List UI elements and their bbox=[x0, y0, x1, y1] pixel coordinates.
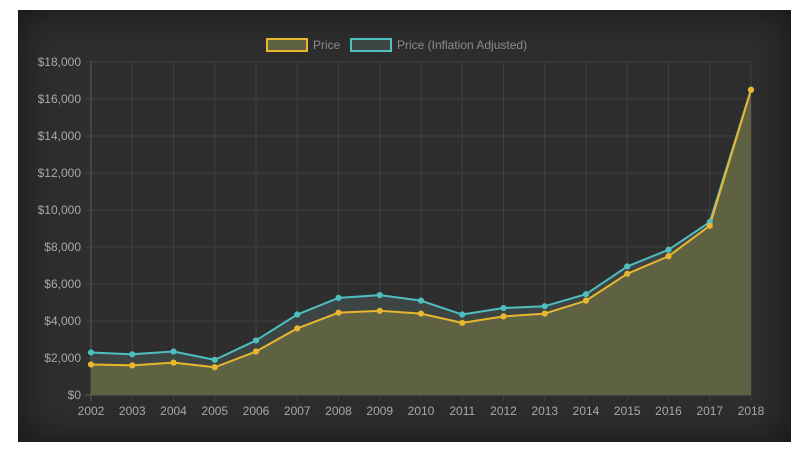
x-tick-label: 2010 bbox=[408, 404, 435, 418]
legend-label: Price (Inflation Adjusted) bbox=[397, 38, 527, 52]
point-inflation-adjusted[interactable] bbox=[170, 348, 177, 355]
x-tick-label: 2011 bbox=[449, 404, 475, 418]
point-inflation-adjusted[interactable] bbox=[417, 297, 425, 304]
point-inflation-adjusted[interactable] bbox=[541, 303, 548, 310]
y-tick-label: $18,000 bbox=[38, 55, 82, 69]
chart-panel: $0 $2,000 $4,000 $6,000 $8,000 $10,000 $12,000… bbox=[18, 10, 791, 442]
y-tick-label: $12,000 bbox=[38, 166, 82, 180]
point-price[interactable] bbox=[211, 364, 218, 371]
y-tick-label: $10,000 bbox=[38, 203, 82, 217]
legend-swatch bbox=[350, 38, 392, 52]
x-tick-label: 2003 bbox=[119, 404, 146, 418]
point-price[interactable] bbox=[417, 310, 425, 317]
series-points bbox=[87, 86, 755, 371]
x-tick-label: 2014 bbox=[573, 404, 600, 418]
point-price[interactable] bbox=[170, 359, 177, 366]
point-price[interactable] bbox=[87, 361, 95, 368]
point-price[interactable] bbox=[500, 313, 507, 320]
x-tick-label: 2004 bbox=[160, 404, 187, 418]
legend-swatch bbox=[266, 38, 308, 52]
legend-item-inflation-adjusted[interactable]: Price (Inflation Adjusted) bbox=[350, 38, 527, 52]
point-price[interactable] bbox=[294, 325, 301, 332]
point-price[interactable] bbox=[624, 270, 631, 277]
point-price[interactable] bbox=[129, 362, 136, 369]
legend-item-price[interactable]: Price bbox=[266, 38, 341, 52]
point-price[interactable] bbox=[706, 222, 713, 229]
x-tick-label: 2017 bbox=[696, 404, 723, 418]
x-tick-label: 2012 bbox=[490, 404, 517, 418]
x-tick-label: 2018 bbox=[738, 404, 765, 418]
series-areas bbox=[91, 89, 751, 395]
legend[interactable]: Price Price (Inflation Adjusted) bbox=[266, 38, 527, 52]
point-inflation-adjusted[interactable] bbox=[129, 351, 136, 358]
point-inflation-adjusted[interactable] bbox=[211, 356, 218, 363]
x-tick-label: 2006 bbox=[243, 404, 270, 418]
y-tick-label: $6,000 bbox=[44, 277, 81, 291]
y-tick-label: $2,000 bbox=[44, 351, 81, 365]
point-price[interactable] bbox=[376, 307, 383, 314]
point-inflation-adjusted[interactable] bbox=[624, 263, 631, 270]
x-tick-label: 2013 bbox=[531, 404, 558, 418]
point-inflation-adjusted[interactable] bbox=[500, 304, 507, 312]
point-price[interactable] bbox=[252, 348, 260, 355]
y-tick-label: $0 bbox=[68, 388, 82, 402]
point-inflation-adjusted[interactable] bbox=[87, 349, 95, 356]
point-inflation-adjusted[interactable] bbox=[376, 292, 383, 299]
y-tick-label: $8,000 bbox=[44, 240, 81, 254]
y-tick-label: $4,000 bbox=[44, 314, 81, 328]
point-inflation-adjusted[interactable] bbox=[252, 337, 260, 344]
point-price[interactable] bbox=[747, 86, 755, 93]
x-tick-label: 2009 bbox=[366, 404, 393, 418]
x-tick-label: 2015 bbox=[614, 404, 641, 418]
x-tick-label: 2008 bbox=[325, 404, 352, 418]
point-price[interactable] bbox=[665, 253, 672, 260]
y-tick-label: $14,000 bbox=[38, 129, 82, 143]
price-chart: $0 $2,000 $4,000 $6,000 $8,000 $10,000 $12,000… bbox=[38, 38, 765, 418]
point-inflation-adjusted[interactable] bbox=[294, 311, 301, 318]
point-inflation-adjusted[interactable] bbox=[335, 294, 342, 301]
area-price bbox=[91, 89, 751, 395]
point-price[interactable] bbox=[335, 309, 342, 316]
point-inflation-adjusted[interactable] bbox=[665, 246, 672, 253]
x-tick-label: 2002 bbox=[78, 404, 105, 418]
legend-label: Price bbox=[313, 38, 341, 52]
x-tick-label: 2005 bbox=[201, 404, 228, 418]
x-axis-ticks: 2002 2003 2004 2005 2006 2007 2008 2009 2010 2011… bbox=[78, 404, 765, 418]
point-inflation-adjusted[interactable] bbox=[459, 311, 466, 318]
point-price[interactable] bbox=[459, 319, 466, 326]
point-price[interactable] bbox=[541, 310, 548, 317]
y-tick-label: $16,000 bbox=[38, 92, 82, 106]
y-axis-ticks: $0 $2,000 $4,000 $6,000 $8,000 $10,000 $12,000… bbox=[38, 55, 82, 402]
point-inflation-adjusted[interactable] bbox=[582, 291, 590, 298]
x-tick-label: 2016 bbox=[655, 404, 682, 418]
x-tick-label: 2007 bbox=[284, 404, 311, 418]
point-price[interactable] bbox=[582, 297, 590, 304]
